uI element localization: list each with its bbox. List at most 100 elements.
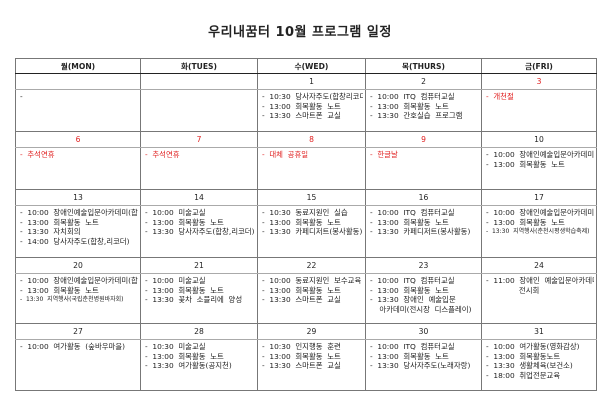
day-cell: - 10:00 장애인예술입문아카데미(합창)- 13:00 회복활동 노트- … (481, 205, 597, 258)
day-number (140, 73, 258, 90)
schedule-item: - 13:30 간호실습 프로그램 (370, 111, 463, 120)
schedule-item: - 13:00 회복활동 노트 (20, 285, 99, 295)
day-number: 31 (481, 323, 597, 340)
schedule-item: - 13:30 당사자주도(합창,리코더) (145, 227, 255, 236)
schedule-item: - 13:30 여가활동(공지천) (145, 361, 232, 370)
day-number: 14 (140, 189, 258, 206)
day-cell: - 10:00 미술교실 - 13:00 회복활동 노트 - 13:30 당사자주도… (140, 205, 258, 258)
day-number: 21 (140, 257, 258, 274)
schedule-item: - 10:00 미술교실 (145, 208, 206, 217)
schedule-item: - 13:00 회복활동 노트 (262, 217, 341, 227)
schedule-item: - 10:00 장애인예술입문아카데미(합창) (486, 150, 594, 159)
schedule-item: - 한글날 (370, 150, 398, 159)
schedule-item: - 13:00 회복활동노트 (486, 351, 561, 361)
day-number: 3 (481, 73, 597, 90)
page-title: 우리내꿈터 10월 프로그램 일정 (208, 25, 392, 40)
day-number (15, 73, 141, 90)
schedule-item: - 13:30 스마트폰 교실 (262, 295, 341, 304)
schedule-item: - 13:00 회복활동 노트 (262, 101, 341, 111)
day-number: 10 (481, 131, 597, 148)
day-number: 1 (257, 73, 366, 90)
schedule-item: - 대체 공휴일 (262, 150, 309, 159)
schedule-item: - 개천절 (486, 92, 514, 101)
schedule-item: - 10:00 미술교실 (145, 276, 206, 285)
schedule-item: - 14:00 당사자주도(합창,리코더) (20, 236, 130, 246)
schedule-item: - 13:30 카페디저트(봉사활동) (370, 227, 471, 236)
schedule-item: - 10:00 장애인예술입문아카데미(합창) (20, 208, 138, 217)
day-cell: - 10:30 동료지원인 실습 - 13:00 회복활동 노트 - 13:30 카… (257, 205, 366, 258)
day-cell: - 10:00 ITQ 컴퓨터교실 - 13:00 회복활동 노트 - 13:30 … (365, 273, 482, 324)
day-number: 13 (15, 189, 141, 206)
day-cell: - 10:30 인지행동 훈련 - 13:00 회복활동 노트 - 13:30 스마… (257, 339, 366, 391)
day-number: 28 (140, 323, 258, 340)
schedule-item: - 13:30 스마트폰 교실 (262, 111, 341, 120)
weekday-header: 수(WED) (257, 58, 366, 74)
schedule-item: - 13:00 회복활동 노트 (20, 217, 99, 227)
day-number: 24 (481, 257, 597, 274)
day-number: 20 (15, 257, 141, 274)
day-cell: - 10:00 여가활동 (숲바우마을) (15, 339, 141, 391)
schedule-item: - 13:00 회복활동 노트 (145, 351, 224, 361)
day-cell: - 10:00 여가활동(영화감상) - 13:00 회복활동노트 - 13:30 … (481, 339, 597, 391)
day-cell: - 추석연휴 (140, 147, 258, 190)
week-date-row: 13 14 15 16 17 (15, 189, 597, 206)
schedule-item: - 13:30 지역행사(춘천시평생학습축제) (486, 228, 590, 235)
schedule-item: - 10:00 ITQ 컴퓨터교실 (370, 342, 455, 351)
day-cell: - 10:00 ITQ 컴퓨터교실 - 13:00 회복활동 노트 - 13:30 … (365, 89, 482, 132)
schedule-item: - 10:00 여가활동 (숲바우마을) (20, 342, 126, 351)
weekday-header: 월(MON) (15, 58, 141, 74)
week-date-row: 20 21 22 23 24 (15, 257, 597, 274)
schedule-item: 아카데미(전시장 디스플레이) (370, 304, 472, 314)
schedule-item: - 10:00 장애인예술입문아카데미(합창) (20, 276, 138, 285)
schedule-item: - 18:00 취업전문교육 (486, 370, 561, 380)
schedule-item: - 13:00 회복활동 노트 (486, 217, 565, 227)
day-number: 16 (365, 189, 482, 206)
day-number: 17 (481, 189, 597, 206)
schedule-item: - 13:30 지역행사(국립춘천병원바자회) (20, 296, 124, 303)
day-cell: - 10:00 ITQ 컴퓨터교실 - 13:00 회복활동 노트 - 13:30 … (365, 205, 482, 258)
weekday-header: 화(TUES) (140, 58, 258, 74)
day-cell: - 추석연휴 (15, 147, 141, 190)
day-number: 8 (257, 131, 366, 148)
schedule-item: - 10:30 인지행동 훈련 (262, 342, 341, 351)
schedule-item: - 10:00 ITQ 컴퓨터교실 (370, 208, 455, 217)
schedule-item: - 13:30 장애인 예술입문 (370, 295, 456, 304)
schedule-item: - 10:30 미술교실 (145, 342, 206, 351)
schedule-item: - 13:00 회복활동 노트 (370, 217, 449, 227)
schedule-item: - 13:00 회복활동 노트 (370, 351, 449, 361)
schedule-item: - 13:00 회복활동 노트 (262, 285, 341, 295)
day-cell: - 10:00 ITQ 컴퓨터교실 - 13:00 회복활동 노트 - 13:30 … (365, 339, 482, 391)
schedule-item: - 13:30 생활체육(보건소) (486, 361, 573, 370)
schedule-item: - 10:30 당사자주도(합창리코더) (262, 92, 363, 101)
schedule-item: - 13:00 회복활동 노트 (145, 285, 224, 295)
schedule-item: - 13:30 당사자주도(노래자랑) (370, 361, 471, 370)
day-number: 9 (365, 131, 482, 148)
day-cell: - 대체 공휴일 (257, 147, 366, 190)
day-number: 27 (15, 323, 141, 340)
schedule-item: - 13:00 회복활동 노트 (370, 285, 449, 295)
week-content-row: -- 10:30 당사자주도(합창리코더) - 13:00 회복활동 노트 - 13… (15, 89, 597, 132)
day-cell: - 한글날 (365, 147, 482, 190)
schedule-item: - 13:30 꽃차 소믈리에 양성 (145, 295, 243, 304)
schedule-item: - 13:00 회복활동 노트 (262, 351, 341, 361)
schedule-item: - 13:30 자치회의 (20, 227, 81, 236)
schedule-item: - 10:00 여가활동(영화감상) (486, 342, 580, 351)
schedule-item: - (20, 92, 23, 101)
week-date-row: 27 28 29 30 31 (15, 323, 597, 340)
week-content-row: - 추석연휴 - 추석연휴 - 대체 공휴일 - 한글날 - 10:00 장애인예술입문… (15, 147, 597, 190)
week-content-row: - 10:00 여가활동 (숲바우마을) - 10:30 미술교실 - 13:00 … (15, 339, 597, 391)
day-cell (140, 89, 258, 132)
schedule-item: - 13:00 회복활동 노트 (370, 101, 449, 111)
weekday-header: 목(THURS) (365, 58, 482, 74)
day-cell: - 10:00 동료지원인 보수교육 - 13:00 회복활동 노트 - 13:30… (257, 273, 366, 324)
schedule-item: - 10:00 ITQ 컴퓨터교실 (370, 92, 455, 101)
day-cell: - 10:30 당사자주도(합창리코더) - 13:00 회복활동 노트 - 13:… (257, 89, 366, 132)
schedule-item: - 13:30 스마트폰 교실 (262, 361, 341, 370)
day-number: 15 (257, 189, 366, 206)
schedule-item: - 10:00 장애인예술입문아카데미(합창) (486, 208, 594, 217)
day-number: 7 (140, 131, 258, 148)
week-content-row: - 10:00 장애인예술입문아카데미(합창) - 13:00 회복활동 노트 - … (15, 273, 597, 324)
schedule-item: - 13:00 회복활동 노트 (145, 217, 224, 227)
schedule-item: - 13:30 카페디저트(봉사활동) (262, 227, 363, 236)
